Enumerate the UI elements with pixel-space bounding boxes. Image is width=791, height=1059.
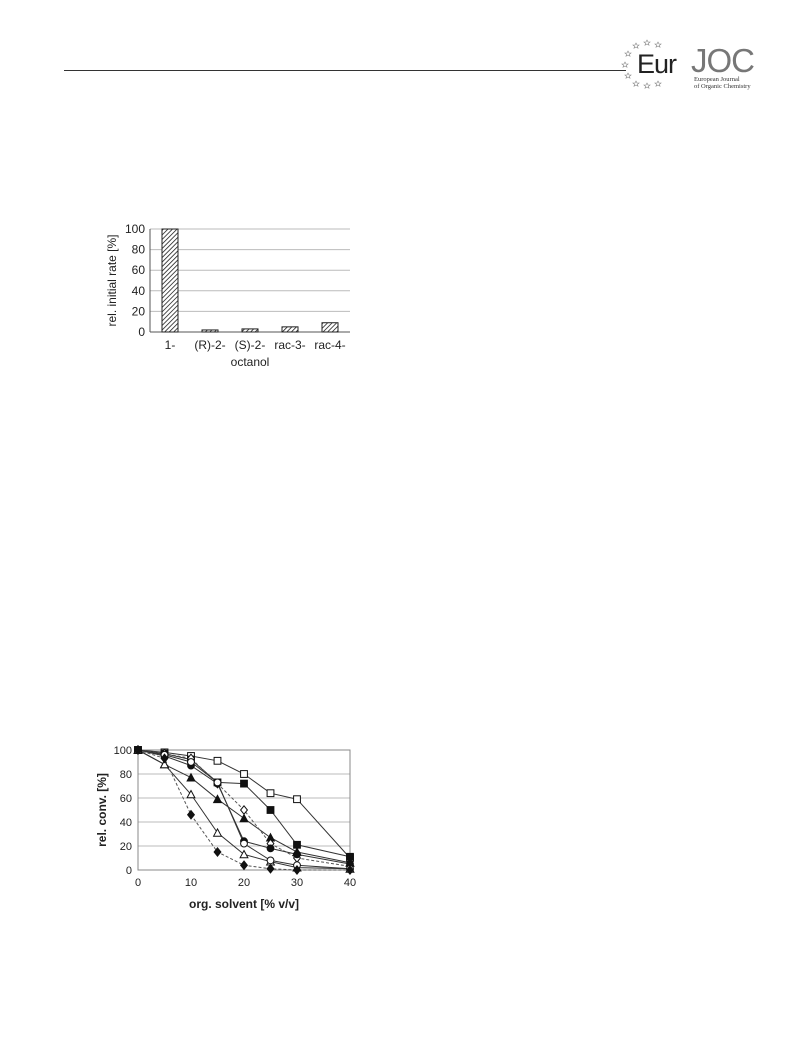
filled-diamond-marker <box>266 863 275 874</box>
filled-square-marker <box>240 779 248 788</box>
series-line <box>137 749 351 870</box>
filled-diamond-marker <box>186 809 196 820</box>
x-tick-label: rac-3- <box>274 338 305 352</box>
journal-logo: Eur JOC European Journal of Organic Chem… <box>620 38 780 94</box>
bar <box>201 329 219 333</box>
y-tick-label: 40 <box>132 284 146 298</box>
filled-triangle-marker <box>186 772 196 782</box>
x-tick-label: rac-4- <box>314 338 345 352</box>
filled-square-marker <box>266 806 275 814</box>
x-category-sublabel: octanol <box>231 355 270 369</box>
y-axis-label: rel. initial rate [%] <box>105 234 119 326</box>
line-chart-svg: 0 20 40 60 80 100 0 10 20 30 40 org. solvent [% v/v… <box>95 745 356 911</box>
series-line <box>137 749 351 859</box>
filled-triangle-marker <box>212 794 223 804</box>
series-line <box>137 749 350 871</box>
filled-diamond-marker <box>133 745 143 755</box>
x-tick-label: (R)-2- <box>194 338 225 352</box>
y-tick-label: 80 <box>120 769 132 781</box>
logo-subtitle-line1: European Journal <box>694 76 740 83</box>
open-circle-marker <box>266 856 275 865</box>
open-circle-marker <box>240 839 248 848</box>
x-axis-label: org. solvent [% v/v] <box>189 897 299 911</box>
filled-circle-marker <box>266 844 275 853</box>
open-triangle-marker <box>159 759 170 769</box>
open-circle-marker <box>213 778 222 787</box>
x-tick-label: 1- <box>165 338 176 352</box>
y-axis-label: rel. conv. [%] <box>95 773 109 847</box>
bar <box>321 322 339 333</box>
bar-chart-svg: 0 20 40 60 80 100 1- (R)-2- (S)-2- rac-3- rac-4- oc… <box>105 222 350 369</box>
x-tick-label: 40 <box>344 877 356 889</box>
filled-triangle-marker <box>239 813 249 823</box>
open-square-marker <box>266 789 275 798</box>
y-tick-label: 100 <box>114 745 132 757</box>
logo-subtitle-line2: of Organic Chemistry <box>694 83 751 90</box>
y-tick-label: 80 <box>132 243 146 257</box>
header-rule <box>64 70 626 71</box>
filled-circle-marker <box>293 850 301 859</box>
series-line <box>137 749 351 864</box>
bar <box>281 326 299 333</box>
x-tick-label: 10 <box>185 877 197 889</box>
y-tick-label: 20 <box>132 304 146 318</box>
y-tick-label: 0 <box>138 325 145 339</box>
open-square-marker <box>293 795 301 804</box>
x-tick-label: 20 <box>238 877 250 889</box>
filled-diamond-marker <box>292 865 302 875</box>
series-line <box>137 749 351 870</box>
stars-icon <box>621 39 662 89</box>
line-chart: 0 20 40 60 80 100 0 10 20 30 40 org. solvent [% v/v… <box>90 738 375 923</box>
x-tick-label: 0 <box>135 877 141 889</box>
open-square-marker <box>240 770 248 778</box>
filled-diamond-marker <box>345 865 355 875</box>
y-tick-label: 60 <box>120 793 132 805</box>
open-square-marker <box>213 756 222 765</box>
bar <box>161 228 179 333</box>
y-tick-label: 60 <box>132 263 146 277</box>
y-tick-label: 20 <box>120 841 132 853</box>
y-tick-label: 0 <box>126 865 132 877</box>
y-tick-label: 40 <box>120 817 132 829</box>
open-circle-marker <box>187 758 195 766</box>
filled-diamond-marker <box>239 860 249 871</box>
open-diamond-marker <box>239 805 249 815</box>
y-tick-label: 100 <box>125 222 145 236</box>
bar-chart: 0 20 40 60 80 100 1- (R)-2- (S)-2- rac-3- rac-4- oc… <box>100 215 370 385</box>
open-triangle-marker <box>186 789 196 799</box>
logo-brand-left: Eur <box>637 49 677 79</box>
filled-diamond-marker <box>213 847 222 857</box>
logo-brand-right: JOC <box>691 42 755 79</box>
open-triangle-marker <box>239 849 249 859</box>
x-tick-label: 30 <box>291 877 303 889</box>
filled-diamond-marker <box>160 753 169 764</box>
bar <box>241 328 259 333</box>
x-tick-label: (S)-2- <box>235 338 266 352</box>
open-triangle-marker <box>212 827 223 837</box>
